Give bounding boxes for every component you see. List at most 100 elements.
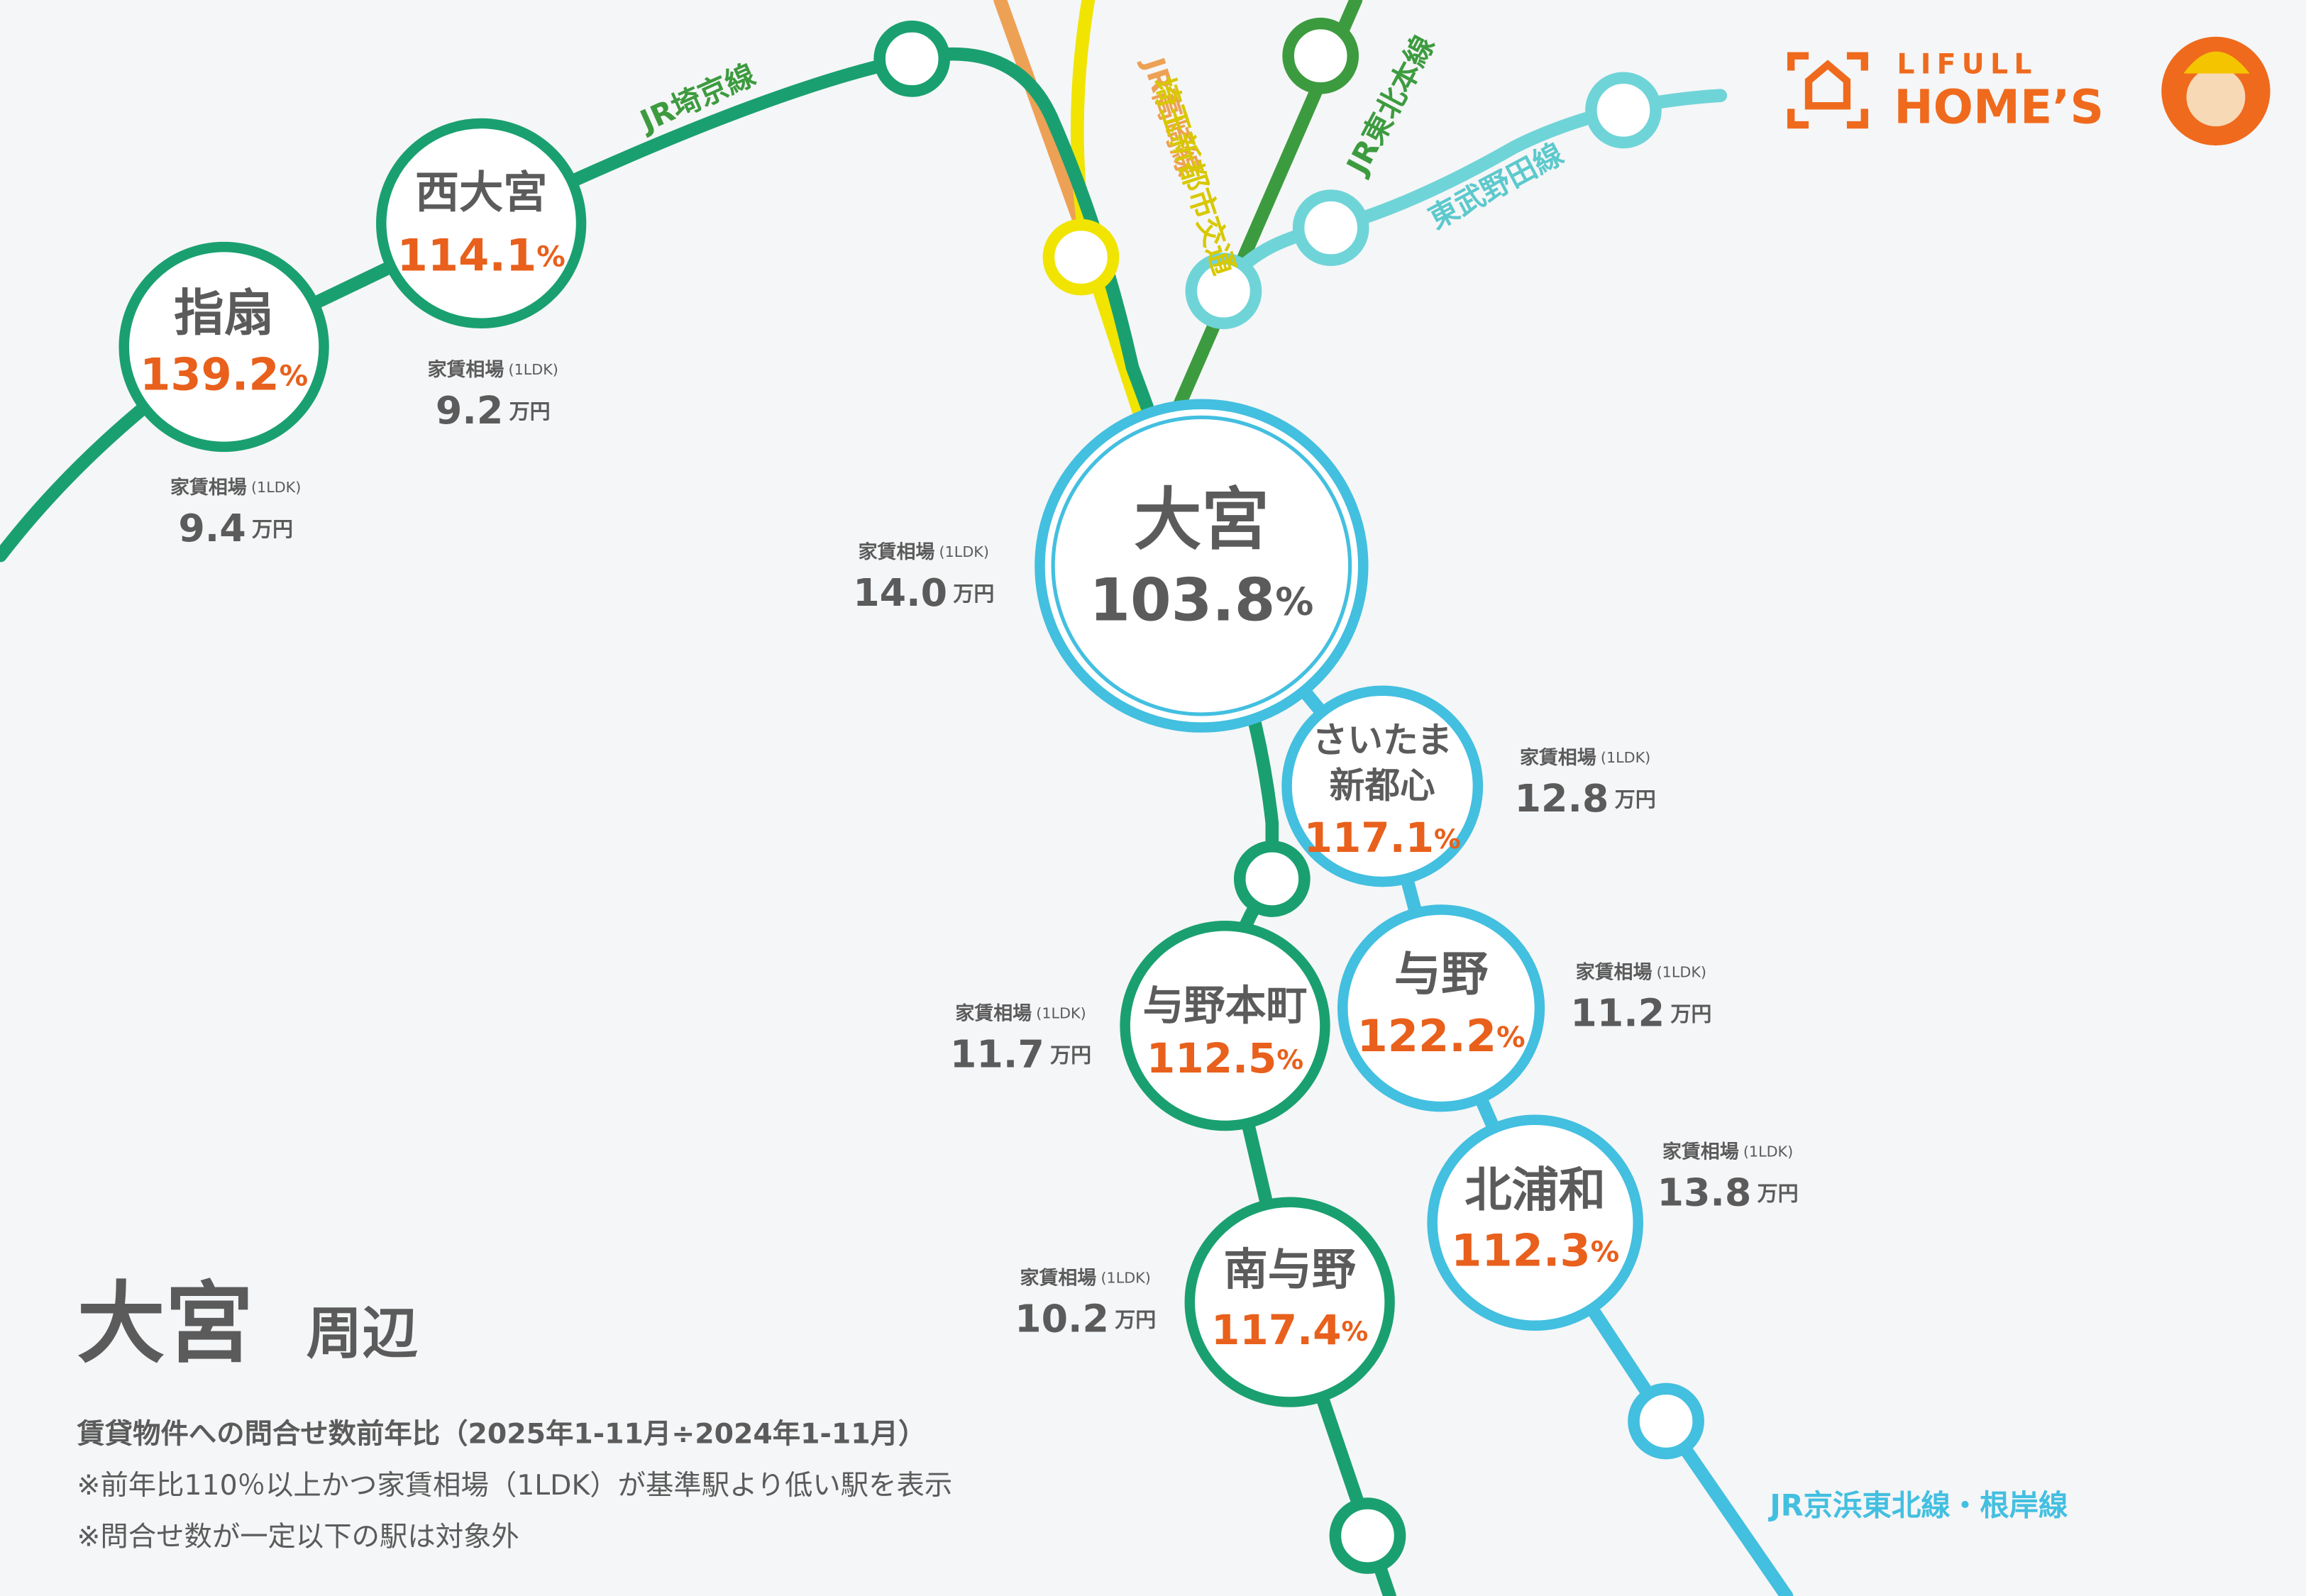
station-rate: 112.5%	[1147, 1034, 1303, 1082]
station-circle	[1337, 904, 1545, 1112]
rent-number: 14.0	[853, 570, 947, 615]
minor-station	[1185, 253, 1262, 330]
rent-unit: 万円	[1050, 1043, 1091, 1068]
minor-station	[1233, 841, 1311, 917]
station-circle	[1120, 920, 1330, 1131]
rate-value: 114.1	[397, 230, 537, 282]
rent-unit: 万円	[1670, 1002, 1711, 1026]
rate-unit: %	[1434, 824, 1461, 855]
minor-station	[873, 21, 951, 97]
rate-value: 112.5	[1147, 1034, 1276, 1082]
station	[1427, 1114, 1643, 1331]
rent-note: (1LDK)	[939, 543, 989, 560]
station-name: 大宮	[1134, 482, 1269, 560]
rent-value: 11.2 万円	[1570, 990, 1711, 1035]
rent-number: 13.8	[1657, 1170, 1751, 1214]
rate-unit: %	[536, 240, 565, 274]
rent-unit: 万円	[953, 582, 994, 606]
rent-label: 家賃相場 (1LDK)	[170, 475, 301, 498]
rent-note: (1LDK)	[1100, 1269, 1150, 1286]
rent-unit: 万円	[1115, 1308, 1156, 1332]
rate-value: 112.3	[1451, 1224, 1591, 1276]
station-name-text: 与野	[1394, 946, 1489, 1002]
minor-station	[1628, 1382, 1704, 1460]
rent-value: 10.2 万円	[1015, 1296, 1156, 1341]
station-rate: 139.2%	[140, 349, 308, 401]
station-name: 与野本町	[1143, 981, 1308, 1029]
rent-label: 家賃相場 (1LDK)	[1020, 1266, 1151, 1289]
rent-unit: 万円	[1615, 787, 1656, 811]
station-name-text: 与野本町	[1143, 981, 1308, 1029]
station-rate: 117.4%	[1211, 1306, 1368, 1354]
station-circle	[1427, 1114, 1643, 1331]
rent-number: 9.2	[436, 388, 503, 433]
note: 賃貸物件への問合せ数前年比（2025年1-11月÷2024年1-11月）	[76, 1418, 926, 1451]
station	[1035, 399, 1369, 733]
station-name-text: 指扇	[174, 284, 274, 342]
logo-icon	[1787, 52, 1868, 129]
rate-value: 122.2	[1357, 1010, 1497, 1062]
rate-value: 117.4	[1211, 1306, 1341, 1354]
minor-station	[1585, 72, 1662, 149]
rent-number: 11.7	[950, 1031, 1044, 1076]
rent-label-text: 家賃相場	[1576, 960, 1653, 983]
rent-note: (1LDK)	[1036, 1005, 1086, 1022]
rent-unit: 万円	[1758, 1181, 1799, 1205]
station-rate: 112.3%	[1451, 1224, 1619, 1276]
station-rate: 103.8%	[1089, 565, 1313, 634]
station	[1337, 904, 1545, 1112]
rent-label-text: 家賃相場	[1020, 1266, 1097, 1289]
note: ※前年比110％以上かつ家賃相場（1LDK）が基準駅より低い駅を表示	[77, 1469, 952, 1502]
station-rate: 114.1%	[397, 230, 566, 282]
rate-unit: %	[1275, 579, 1313, 624]
minor-stations	[873, 17, 1704, 1574]
station-circle	[118, 241, 329, 453]
station-name: さいたま	[1313, 719, 1452, 760]
mascot-face	[2186, 67, 2246, 127]
rent-label-text: 家賃相場	[859, 541, 935, 563]
rent-label-text: 家賃相場	[1662, 1140, 1739, 1163]
rate-unit: %	[1496, 1020, 1525, 1054]
rate-unit: %	[1276, 1043, 1303, 1075]
rate-unit: %	[1591, 1234, 1619, 1268]
rent-number: 9.4	[178, 506, 246, 550]
rent-number: 10.2	[1015, 1296, 1109, 1341]
minor-station	[1282, 17, 1359, 94]
station-name-text: 大宮	[1134, 482, 1269, 560]
rent-number: 12.8	[1515, 776, 1609, 821]
logo-bottom: HOME’S	[1894, 79, 2104, 134]
rent-value: 12.8 万円	[1515, 776, 1656, 821]
station-name-text: さいたま	[1313, 719, 1452, 760]
rent-label-text: 家賃相場	[170, 475, 247, 498]
rate-value: 103.8	[1089, 565, 1275, 634]
rent-note: (1LDK)	[1743, 1143, 1793, 1160]
logo-top: LIFULL	[1897, 48, 2037, 81]
rent-label: 家賃相場 (1LDK)	[1576, 960, 1706, 983]
station-name-text: 北浦和	[1464, 1162, 1606, 1217]
station-name: 西大宮	[415, 167, 547, 218]
station-name-text: 新都心	[1330, 765, 1435, 806]
rate-value: 117.1	[1304, 814, 1434, 862]
rent-label: 家賃相場 (1LDK)	[955, 1002, 1086, 1024]
title-sub: 周辺	[307, 1301, 418, 1366]
rent-unit: 万円	[252, 517, 293, 541]
rent-label-text: 家賃相場	[955, 1002, 1032, 1024]
rent-label: 家賃相場 (1LDK)	[428, 358, 558, 381]
station	[376, 118, 587, 329]
station-name-text: 西大宮	[415, 167, 547, 218]
rent-value: 11.7 万円	[950, 1031, 1091, 1076]
logo	[1787, 36, 2271, 146]
rate-unit: %	[1342, 1316, 1369, 1347]
rent-value: 13.8 万円	[1657, 1170, 1798, 1214]
station-name: 南与野	[1223, 1243, 1355, 1295]
station-name-text: 南与野	[1223, 1243, 1355, 1295]
station-name: 新都心	[1330, 765, 1435, 806]
rent-unit: 万円	[509, 399, 551, 423]
rent-number: 11.2	[1570, 990, 1665, 1035]
note: ※問合せ数が一定以下の駅は対象外	[77, 1521, 519, 1553]
minor-station	[1042, 218, 1120, 296]
rent-label: 家賃相場 (1LDK)	[1662, 1140, 1793, 1163]
rent-value: 14.0 万円	[853, 570, 994, 615]
